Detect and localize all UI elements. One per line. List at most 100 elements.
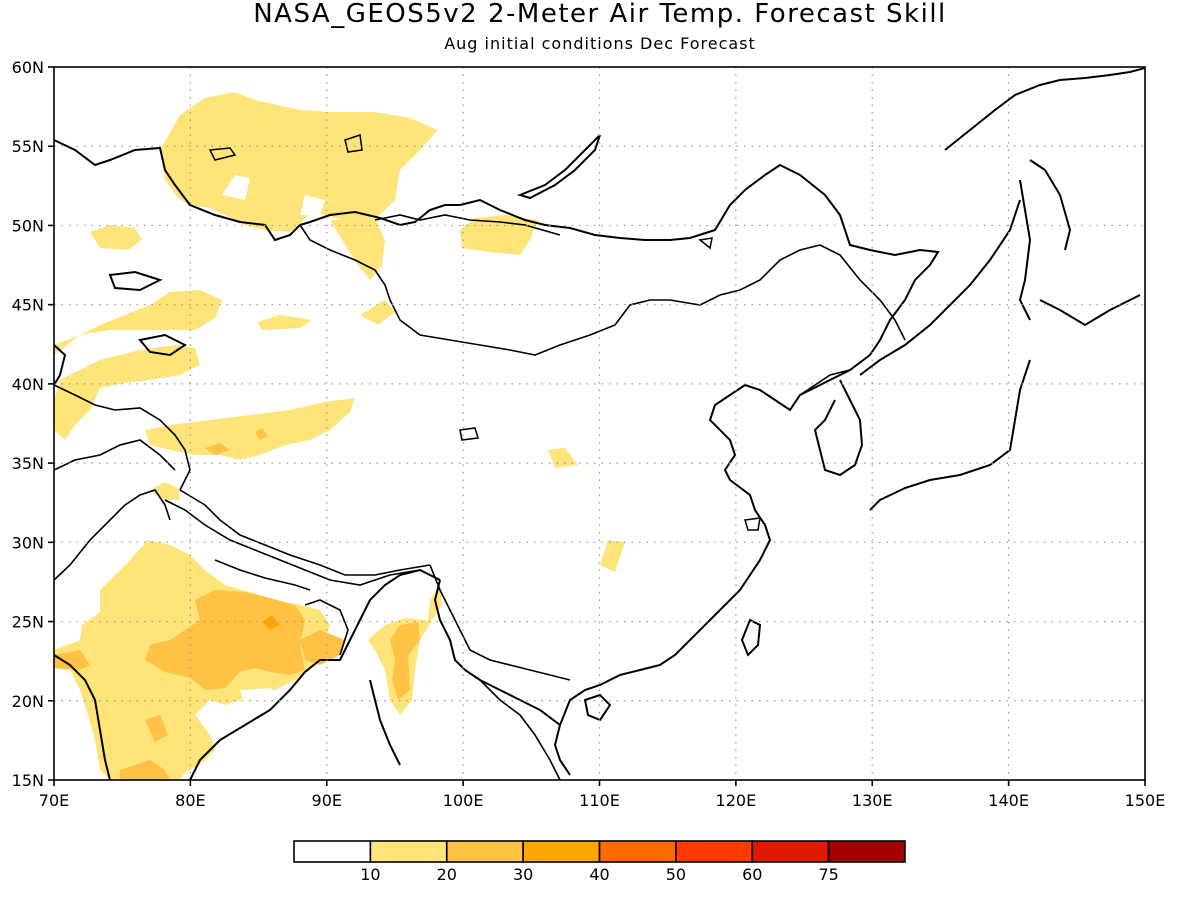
shade-altai (360, 300, 395, 325)
y-tick-label: 35N (12, 454, 44, 473)
chart-title: NASA_GEOS5v2 2-Meter Air Temp. Forecast … (253, 0, 947, 29)
x-tick-label: 130E (852, 791, 893, 810)
coast-caspian (53, 344, 67, 386)
coast-aral (108, 270, 163, 292)
colorbar-label: 20 (437, 865, 457, 884)
coast-taiwan (740, 618, 762, 657)
shade-hole-1 (222, 175, 250, 200)
coast-russia-pacific (859, 199, 1021, 376)
coast-arctic-west (53, 139, 940, 356)
colorbar: 10 20 30 40 50 60 75 (293, 840, 906, 884)
lake-1 (459, 427, 479, 441)
shade-kunlun-spot (205, 443, 230, 455)
x-tick-label: 120E (716, 791, 757, 810)
border-central-asia (53, 384, 191, 491)
x-tick-label: 140E (988, 791, 1029, 810)
colorbar-label: 75 (818, 865, 838, 884)
coast-burma-south (369, 679, 401, 766)
coast-okhotsk (1029, 159, 1072, 251)
border-china-india-east (179, 489, 431, 576)
colorbar-label: 10 (360, 865, 380, 884)
shade-hole-2 (300, 195, 325, 215)
colorbar-swatch (369, 840, 448, 863)
border-bangladesh (304, 599, 349, 656)
shade-balkhash (90, 225, 142, 250)
colorbar-swatch (675, 840, 754, 863)
colorbar-swatch (827, 840, 906, 863)
colorbar-swatch (598, 840, 677, 863)
y-tick-label: 60N (12, 58, 44, 77)
shade-india-hole (240, 688, 272, 705)
border-china-korea (799, 369, 851, 396)
y-tick-label: 50N (12, 216, 44, 235)
shade-gujarat (54, 650, 90, 670)
x-tick-label: 150E (1125, 791, 1166, 810)
shade-india-south (120, 760, 170, 780)
shade-central-india (145, 590, 305, 690)
skill-shading (54, 92, 625, 780)
border-himalaya (164, 499, 441, 586)
coast-japan-hokkaido (1039, 294, 1141, 327)
coast-sakhalin (1018, 179, 1032, 321)
x-tick-label: 80E (175, 791, 205, 810)
lake-2 (698, 237, 713, 250)
coast-balkhash (138, 333, 187, 357)
coast-arabian (53, 654, 111, 781)
coast-indochina (433, 579, 561, 726)
border-kaz-china (299, 224, 821, 356)
y-tick-label: 55N (12, 137, 44, 156)
border-mongolia-north (374, 214, 561, 236)
shade-qinghai (548, 448, 578, 468)
border-china-russia-ne (819, 244, 906, 341)
colorbar-label: 40 (589, 865, 609, 884)
coast-baikal (516, 134, 601, 200)
lake-3 (208, 147, 237, 161)
x-tick-label: 100E (443, 791, 484, 810)
coast-siberia-east (944, 67, 1146, 151)
colorbar-label: 50 (666, 865, 686, 884)
colorbar-label: 30 (513, 865, 533, 884)
shade-west-siberia (160, 92, 438, 232)
border-myanmar-china (429, 564, 571, 681)
shade-deccan (145, 715, 168, 742)
border-pakistan (53, 489, 171, 581)
y-tick-label: 30N (12, 533, 44, 552)
x-tick-label: 90E (312, 791, 342, 810)
shade-kyrgyz (54, 345, 200, 440)
shade-kunlun-spot-2 (255, 428, 268, 440)
borders (53, 214, 906, 781)
colorbar-swatch (445, 840, 524, 863)
y-tick-label: 45N (12, 296, 44, 315)
shade-central-asia (54, 290, 222, 355)
border-laos-vietnam (479, 679, 561, 781)
shade-kunlun (145, 398, 355, 460)
chart-subtitle: Aug initial conditions Dec Forecast (444, 34, 756, 53)
shade-dzungaria (258, 315, 312, 330)
y-tick-label: 40N (12, 375, 44, 394)
colorbar-swatch (751, 840, 830, 863)
colorbar-label: 60 (742, 865, 762, 884)
coast-bengal (189, 568, 441, 781)
shade-myanmar-core (390, 622, 420, 700)
x-tick-label: 70E (39, 791, 69, 810)
coastlines (53, 67, 1146, 781)
y-tick-label: 20N (12, 692, 44, 711)
shade-ladakh (150, 482, 180, 500)
coast-hainan (583, 693, 612, 722)
x-tick-label: 110E (579, 791, 620, 810)
shade-sichuan (600, 540, 625, 572)
axes: 70E 80E 90E 100E 110E 120E 130E 140E 150E 15N 20N 2… (12, 58, 1166, 810)
shade-bengal (300, 630, 345, 665)
coast-china (553, 354, 871, 776)
lake-4 (344, 134, 363, 153)
y-tick-label: 25N (12, 613, 44, 632)
shade-central-india-peak (262, 615, 280, 630)
colorbar-swatch (293, 840, 372, 863)
shade-west-siberia-tail (330, 218, 385, 280)
small-lakes (208, 134, 761, 531)
colorbar-swatch (522, 840, 601, 863)
y-tick-label: 15N (12, 771, 44, 790)
coast-japan-honshu (869, 359, 1031, 511)
lake-5 (744, 517, 761, 531)
